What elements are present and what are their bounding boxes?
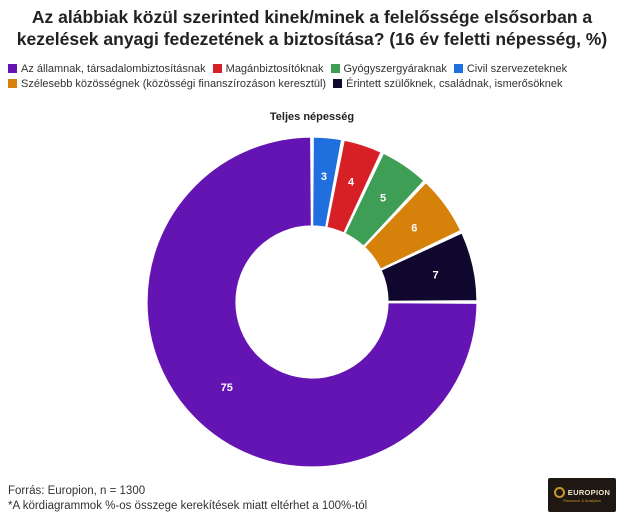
legend-item-maganbiztosito: Magánbiztosítóknak [212,62,324,75]
chart-title: Az alábbiak közül szerinted kinek/minek … [0,6,624,50]
donut-slice [146,136,478,468]
legend-swatch [8,64,17,73]
legend-label: Magánbiztosítóknak [225,62,324,75]
logo-name: EUROPION [567,488,611,497]
donut-slice [363,181,462,270]
donut-slice [311,136,343,228]
legend-item-allam: Az államnak, társadalombiztosításnak [8,63,206,75]
legend-item-kozosseg: Szélesebb közösségnek (közösségi finansz… [8,78,326,90]
legend-swatch [333,79,343,88]
rounding-note: *A kördiagrammok %-os összege kerekítése… [8,500,368,512]
europion-logo: EUROPION Research & Analytics [548,478,616,512]
legend-swatch [330,64,340,73]
slice-value-label: 3 [321,171,327,183]
donut-subtitle: Teljes népesség [269,111,355,123]
donut-slice [344,152,425,248]
logo-tagline: Research & Analytics [563,498,601,503]
legend-label: Érintett szülőknek, családnak, ismerősök… [346,77,563,90]
source-note: Forrás: Europion, n = 1300 [8,485,146,497]
donut-labels: 3 4 5 6 7 75 [221,171,439,394]
donut-slices [146,136,478,468]
legend-item-erintett: Érintett szülőknek, családnak, ismerősök… [333,77,563,90]
donut-slice [380,232,478,303]
footer: Forrás: Europion, n = 1300 *A kördiagram… [8,484,367,514]
logo-mark-icon [553,487,565,498]
legend-row: Az államnak, társadalombiztosításnak Mag… [8,61,618,76]
legend-row: Szélesebb közösségnek (közösségi finansz… [8,76,618,91]
legend-label: Az államnak, társadalombiztosításnak [21,62,206,75]
donut-slice [326,139,382,234]
legend-swatch [453,64,463,73]
slice-value-label: 5 [380,192,386,204]
legend-item-civil: Civil szervezeteknek [453,62,568,75]
legend-swatch [212,64,222,73]
logo-row: EUROPION [553,487,611,498]
legend-item-gyogyszergyar: Gyógyszergyáraknak [330,62,447,75]
legend-label: Szélesebb közösségnek (közösségi finansz… [21,77,327,90]
legend-swatch [8,79,17,88]
legend-label: Gyógyszergyáraknak [343,62,447,75]
logo-content: EUROPION Research & Analytics [553,487,611,503]
chart-title-line-1: Az alábbiak közül szerinted kinek/minek … [31,7,593,27]
slice-value-label: 75 [221,382,233,394]
chart-legend: Az államnak, társadalombiztosításnak Mag… [8,61,618,91]
slice-value-label: 4 [348,177,355,189]
chart-title-line-2: kezelések anyagi fedezetének a biztosítá… [16,29,608,49]
legend-label: Civil szervezeteknek [466,62,568,75]
slice-value-label: 7 [432,269,438,281]
slice-value-label: 6 [411,223,417,235]
